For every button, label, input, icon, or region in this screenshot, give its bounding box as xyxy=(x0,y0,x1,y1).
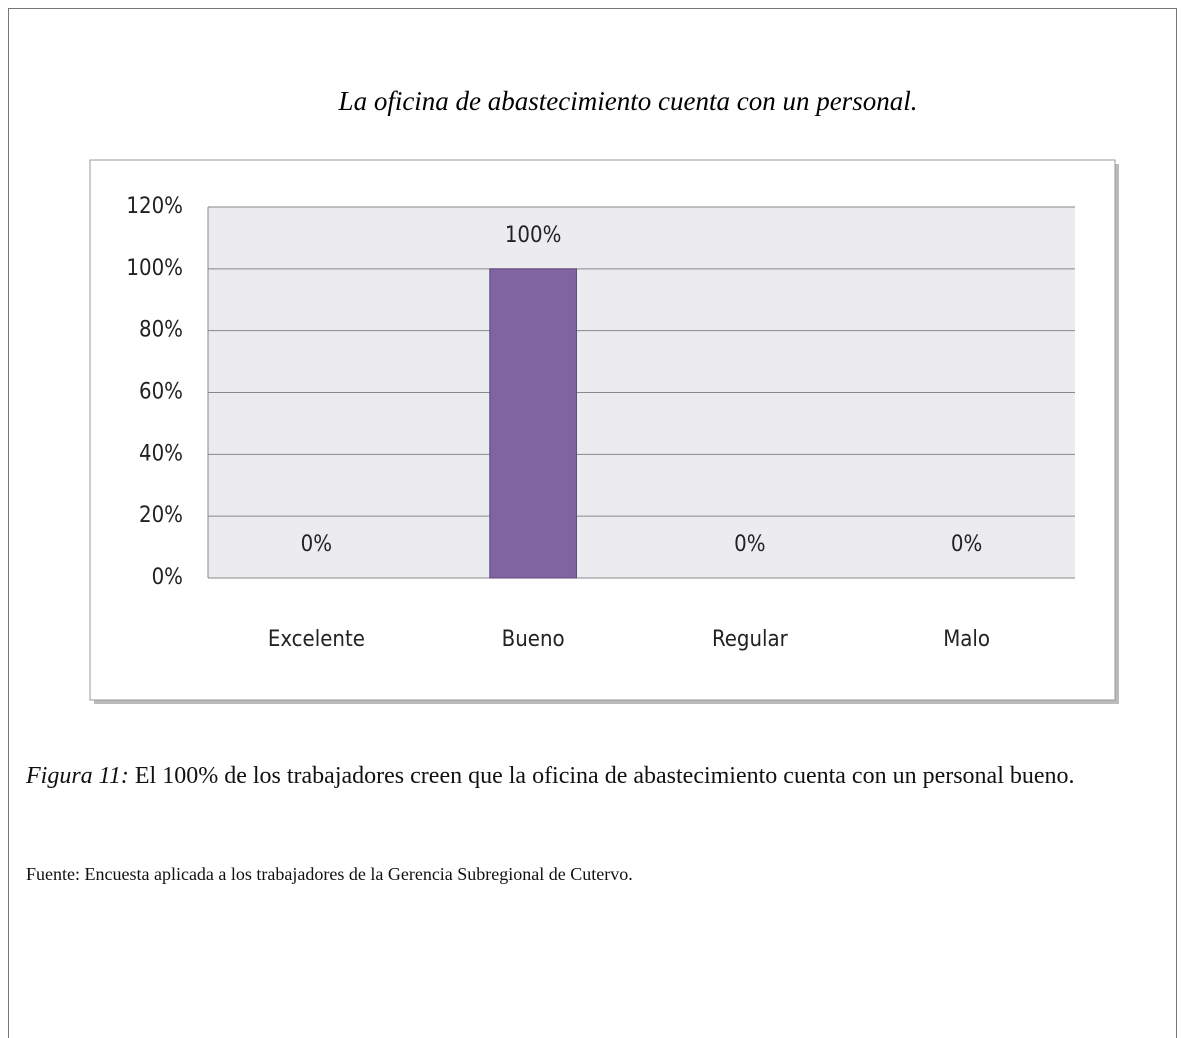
y-tick-label: 120% xyxy=(126,194,183,219)
caption-text: El 100% de los trabajadores creen que la… xyxy=(134,763,1075,789)
bar xyxy=(489,268,577,579)
y-tick-label: 100% xyxy=(126,256,183,281)
figure-caption: Figura 11: El 100% de los trabajadores c… xyxy=(26,753,1176,800)
data-label: 100% xyxy=(505,223,562,248)
y-tick-label: 60% xyxy=(139,380,183,405)
data-label: 0% xyxy=(734,532,765,557)
x-tick-label: Excelente xyxy=(268,627,365,652)
caption-label: Figura 11: xyxy=(26,763,129,789)
x-tick-label: Bueno xyxy=(502,627,565,652)
y-tick-label: 80% xyxy=(139,318,183,343)
y-tick-label: 0% xyxy=(152,565,183,590)
chart-heading: La oficina de abastecimiento cuenta con … xyxy=(338,86,918,116)
page-border xyxy=(8,8,1177,1038)
y-tick-label: 40% xyxy=(139,441,183,466)
data-label: 0% xyxy=(951,532,982,557)
x-tick-label: Malo xyxy=(943,627,990,652)
data-label: 0% xyxy=(301,532,332,557)
x-tick-label: Regular xyxy=(712,627,789,652)
y-tick-label: 20% xyxy=(139,503,183,528)
source-note: Fuente: Encuesta aplicada a los trabajad… xyxy=(26,864,633,884)
